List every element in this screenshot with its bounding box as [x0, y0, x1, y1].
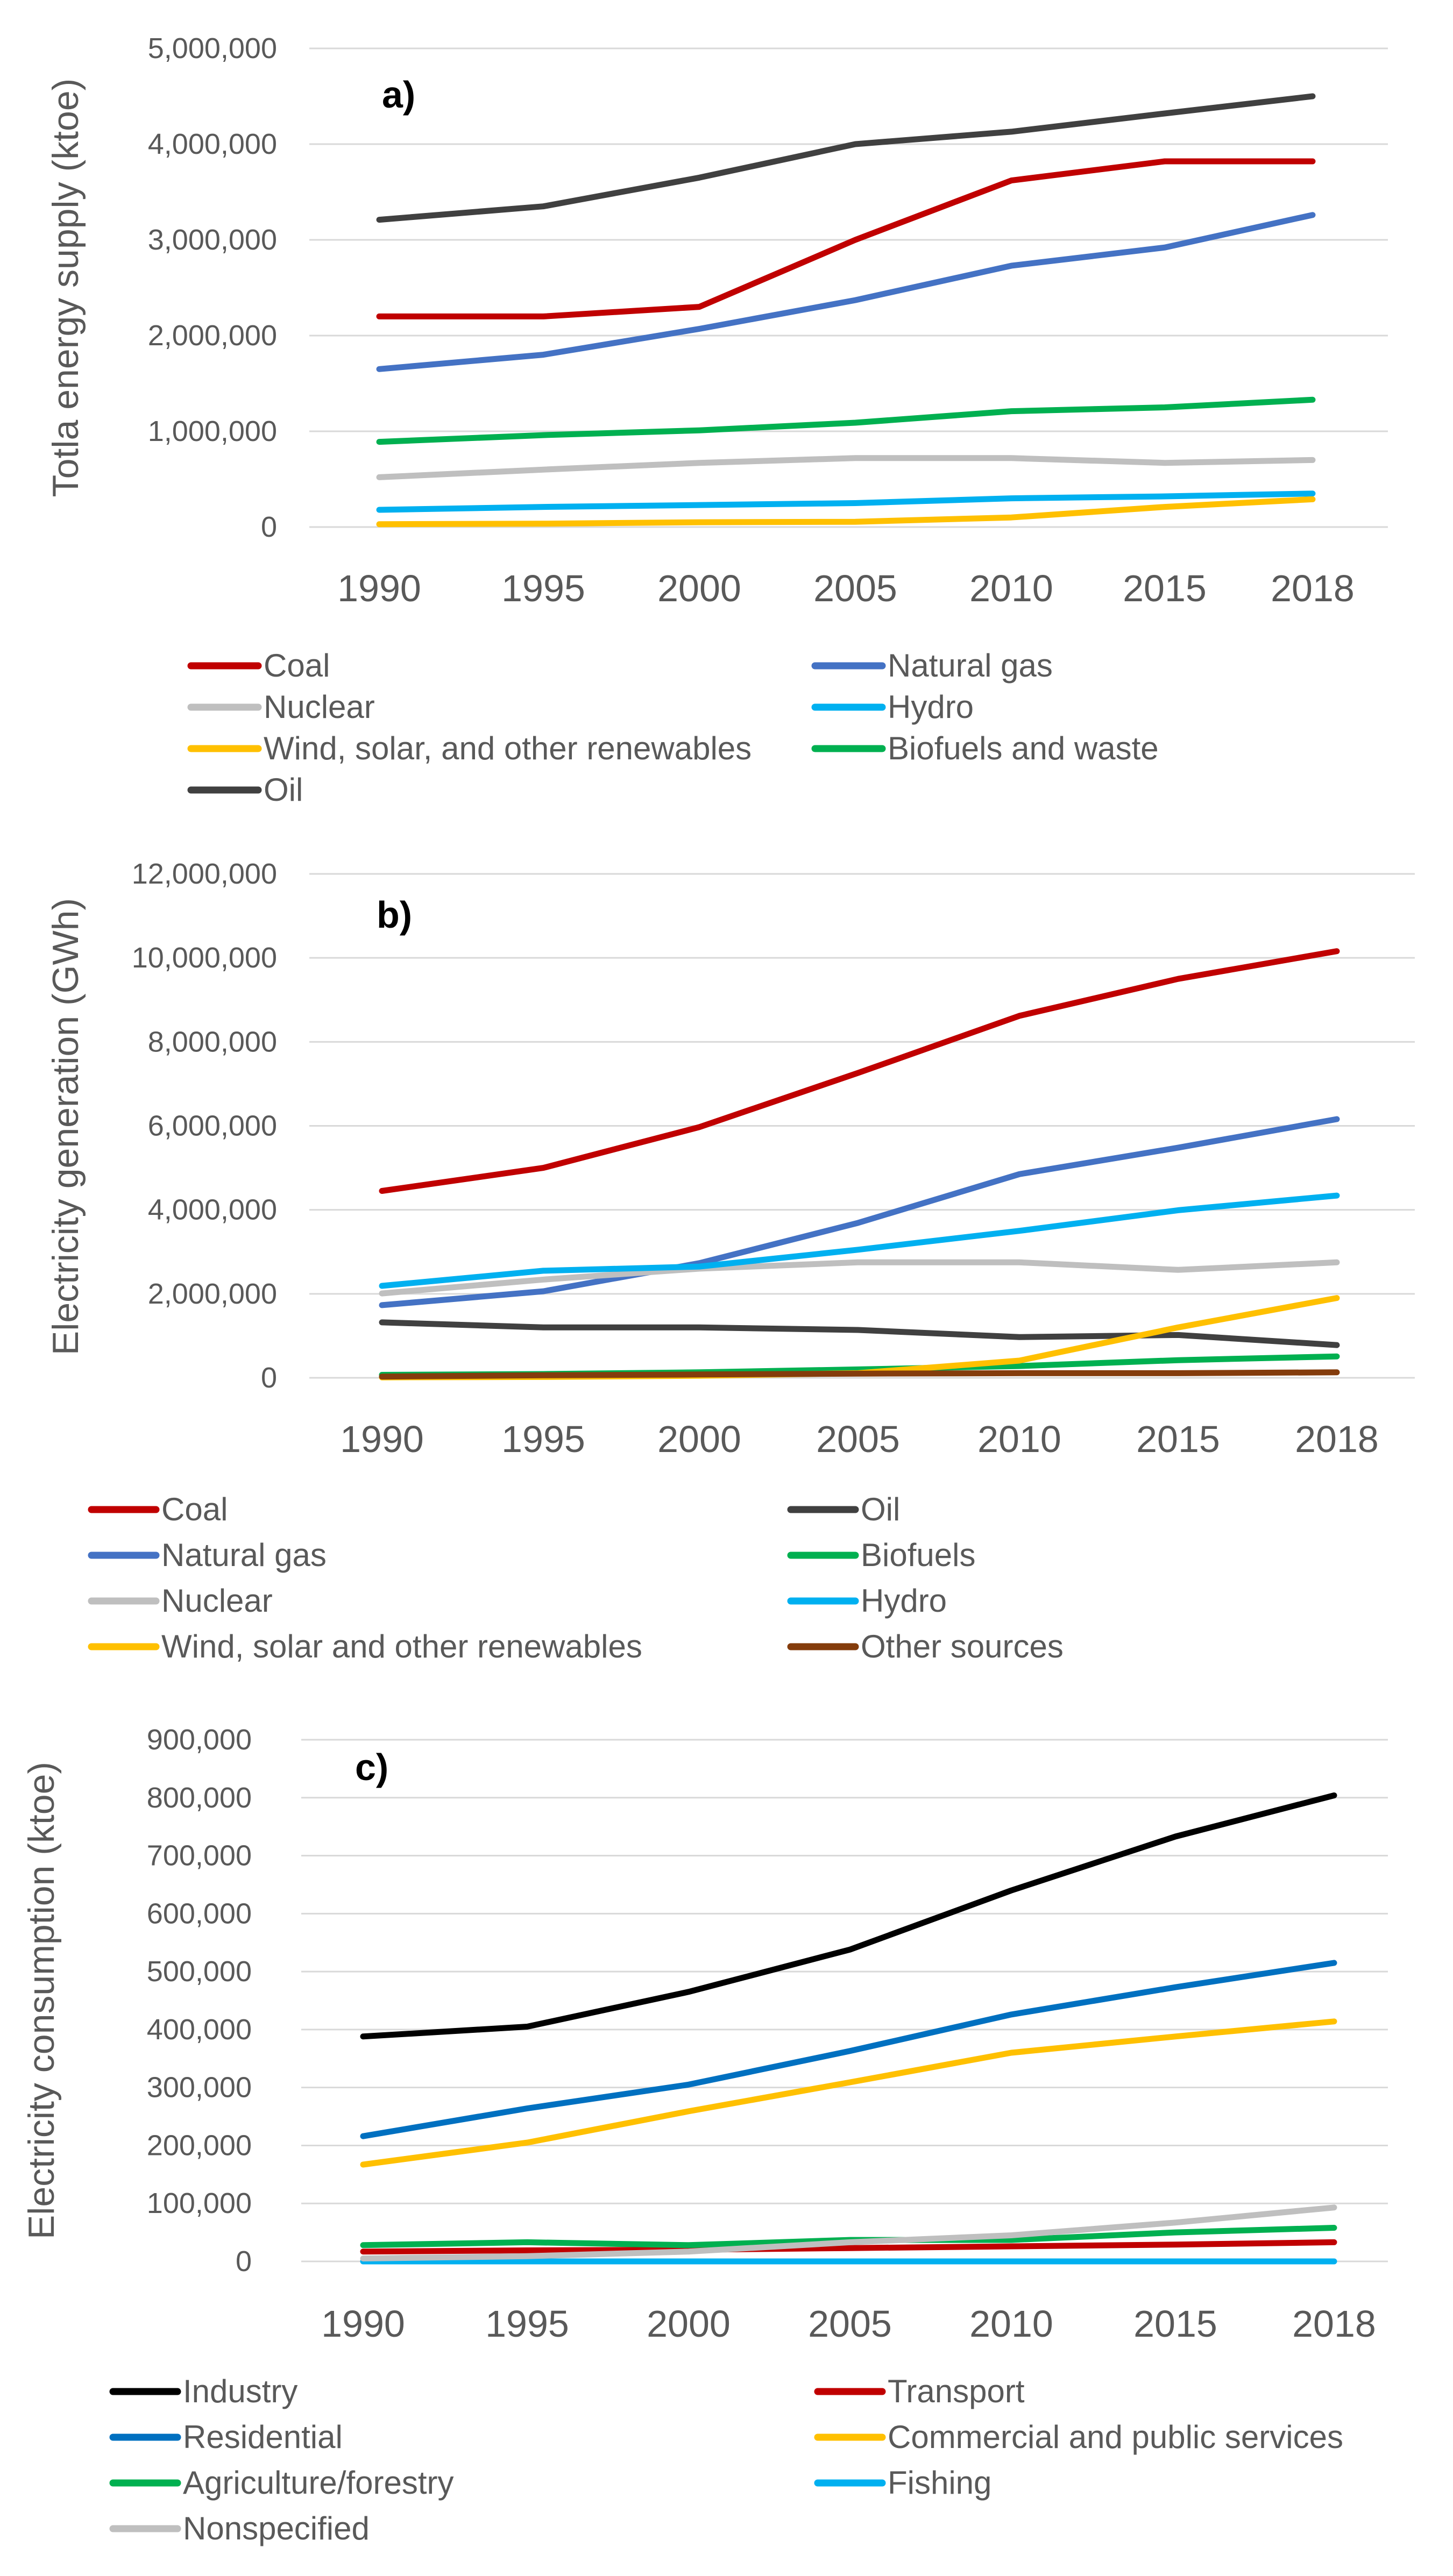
chart-3-y-tick-label: 200,000 [147, 2129, 252, 2161]
chart-3-x-tick-label: 2010 [969, 2303, 1053, 2345]
chart-3-legend-label: Agriculture/forestry [183, 2465, 454, 2501]
chart-1-x-tick-label: 2010 [969, 567, 1053, 609]
chart-1-x-tick-label: 2018 [1271, 567, 1355, 609]
chart-2-legend-label: Other sources [861, 1628, 1064, 1664]
chart-2-y-tick-label: 0 [261, 1362, 277, 1394]
chart-2-x-tick-label: 1990 [340, 1418, 424, 1460]
chart-3-legend-label: Transport [888, 2373, 1025, 2409]
chart-1-legend-label: Hydro [888, 689, 974, 725]
chart-1-series-wind-solar-and-other-renewables-line [376, 496, 1316, 528]
chart-1-y-tick-label: 4,000,000 [148, 128, 277, 160]
chart-2-y-tick-label: 12,000,000 [132, 858, 277, 890]
chart-2-legend-label: Oil [861, 1491, 900, 1527]
chart-3-legend-label: Residential [183, 2419, 343, 2455]
chart-3-legend-label: Fishing [888, 2465, 991, 2501]
chart-2-y-tick-label: 2,000,000 [148, 1278, 277, 1310]
chart-1-series-hydro-line [376, 490, 1316, 513]
chart-2-x-tick-label: 2000 [657, 1418, 741, 1460]
chart-3-x-tick-label: 2000 [647, 2303, 731, 2345]
chart-2-legend-label: Biofuels [861, 1537, 975, 1573]
chart-2-legend-label: Hydro [861, 1583, 947, 1619]
chart-1-series-oil-line [376, 93, 1316, 223]
chart-3-legend-label: Nonspecified [183, 2510, 370, 2546]
chart-1-y-tick-label: 0 [261, 511, 277, 543]
chart-2-y-axis-label: Electricity generation (GWh) [45, 898, 86, 1355]
chart-2-legend-label: Nuclear [161, 1583, 273, 1619]
chart-2-legend-label: Coal [161, 1491, 228, 1527]
chart-1-legend-label: Natural gas [888, 647, 1053, 684]
chart-3-series-industry-line [360, 1792, 1337, 2040]
chart-1-x-tick-label: 2000 [657, 567, 741, 609]
chart-2-x-tick-label: 2010 [977, 1418, 1061, 1460]
chart-2-series-nuclear-line [379, 1259, 1340, 1297]
chart-1-legend-label: Coal [264, 647, 330, 684]
chart-3-series-transport-line [360, 2239, 1337, 2255]
chart-2-series-other-sources-line [379, 1369, 1340, 1380]
chart-1-x-tick-label: 2015 [1123, 567, 1207, 609]
chart-1-y-tick-label: 3,000,000 [148, 224, 277, 256]
chart-3-y-tick-label: 0 [236, 2245, 252, 2278]
chart-3-panel-label: c) [355, 1746, 388, 1788]
chart-1-legend-label: Oil [264, 772, 303, 808]
chart-2-y-tick-label: 8,000,000 [148, 1026, 277, 1058]
chart-3-x-tick-label: 1995 [485, 2303, 569, 2345]
chart-2-series-oil-line [379, 1319, 1340, 1348]
chart-1-y-axis-label: Totla energy supply (ktoe) [45, 79, 86, 497]
chart-3-y-tick-label: 800,000 [147, 1782, 252, 1814]
chart-3-legend-label: Industry [183, 2373, 297, 2409]
chart-3-y-axis-label: Electricity consumption (ktoe) [21, 1762, 62, 2239]
chart-2-x-tick-label: 2015 [1136, 1418, 1220, 1460]
chart-3-legend-label: Commercial and public services [888, 2419, 1343, 2455]
chart-2-legend-label: Wind, solar and other renewables [161, 1628, 642, 1664]
chart-3-x-tick-label: 2015 [1133, 2303, 1217, 2345]
chart-1-series-biofuels-and-waste-line [376, 396, 1316, 445]
chart-2-panel-label: b) [377, 894, 412, 936]
chart-1-panel-label: a) [382, 74, 415, 116]
chart-3-x-tick-label: 2005 [808, 2303, 892, 2345]
chart-3-series-nonspecified-line [360, 2204, 1337, 2262]
chart-3-y-tick-label: 700,000 [147, 1840, 252, 1872]
chart-2-series-hydro-line [379, 1192, 1340, 1289]
chart-2-legend-label: Natural gas [161, 1537, 327, 1573]
chart-3-y-tick-label: 500,000 [147, 1955, 252, 1988]
chart-1-legend-label: Biofuels and waste [888, 730, 1159, 766]
chart-3-y-tick-label: 600,000 [147, 1897, 252, 1930]
chart-3-y-tick-label: 900,000 [147, 1724, 252, 1756]
chart-3-series-residential-line [360, 1960, 1337, 2139]
chart-3-series-commercial-and-public-services-line [360, 2018, 1337, 2168]
chart-1-legend-label: Wind, solar, and other renewables [264, 730, 752, 766]
chart-1-y-tick-label: 1,000,000 [148, 415, 277, 447]
chart-1-x-tick-label: 2005 [813, 567, 897, 609]
chart-3-y-tick-label: 300,000 [147, 2072, 252, 2104]
chart-2-series-coal-line [379, 948, 1340, 1194]
chart-1-series-natural-gas-line [376, 212, 1316, 372]
chart-2-y-tick-label: 4,000,000 [148, 1194, 277, 1226]
chart-2-x-tick-label: 1995 [501, 1418, 585, 1460]
chart-2-series-natural-gas-line [379, 1116, 1340, 1308]
chart-2-x-tick-label: 2005 [816, 1418, 900, 1460]
chart-3-y-tick-label: 100,000 [147, 2187, 252, 2219]
chart-1-x-tick-label: 1990 [337, 567, 421, 609]
chart-3-x-tick-label: 2018 [1292, 2303, 1376, 2345]
chart-2-y-tick-label: 6,000,000 [148, 1110, 277, 1142]
chart-1-y-tick-label: 2,000,000 [148, 319, 277, 352]
chart-1-x-tick-label: 1995 [501, 567, 585, 609]
chart-2-y-tick-label: 10,000,000 [132, 942, 277, 974]
chart-3-x-tick-label: 1990 [321, 2303, 405, 2345]
chart-1-series-coal-line [376, 158, 1316, 319]
chart-3-y-tick-label: 400,000 [147, 2013, 252, 2046]
chart-1-y-tick-label: 5,000,000 [148, 32, 277, 65]
chart-1-legend-label: Nuclear [264, 689, 375, 725]
chart-2-x-tick-label: 2018 [1295, 1418, 1379, 1460]
chart-1-series-nuclear-line [376, 455, 1316, 480]
